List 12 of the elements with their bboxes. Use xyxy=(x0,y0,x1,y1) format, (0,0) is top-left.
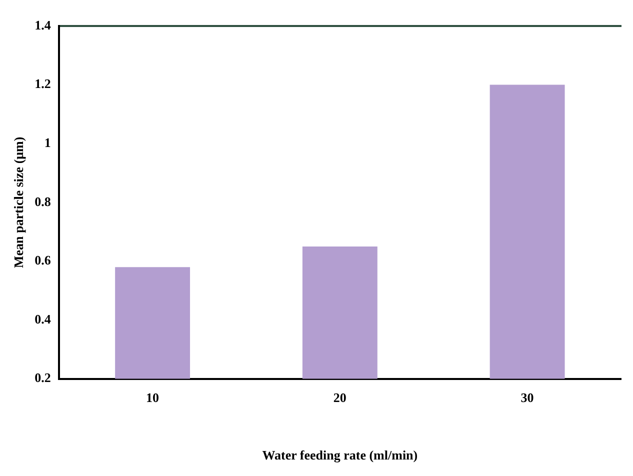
x-tick-label: 20 xyxy=(333,390,346,405)
y-tick-label: 1.4 xyxy=(34,17,52,32)
y-tick-label: 1.2 xyxy=(34,76,51,92)
y-tick-label: 1 xyxy=(44,134,51,150)
y-tick-label: 0.6 xyxy=(34,252,52,268)
x-axis-title: Water feeding rate (ml/min) xyxy=(262,448,418,463)
x-tick-label: 10 xyxy=(146,390,160,405)
y-tick-label: 0.2 xyxy=(34,370,51,386)
x-tick-label: 30 xyxy=(520,390,534,405)
y-axis-title: Mean particle size (μm) xyxy=(11,136,26,268)
y-tick-label: 0.8 xyxy=(34,194,52,209)
y-tick-label: 0.4 xyxy=(34,311,52,326)
